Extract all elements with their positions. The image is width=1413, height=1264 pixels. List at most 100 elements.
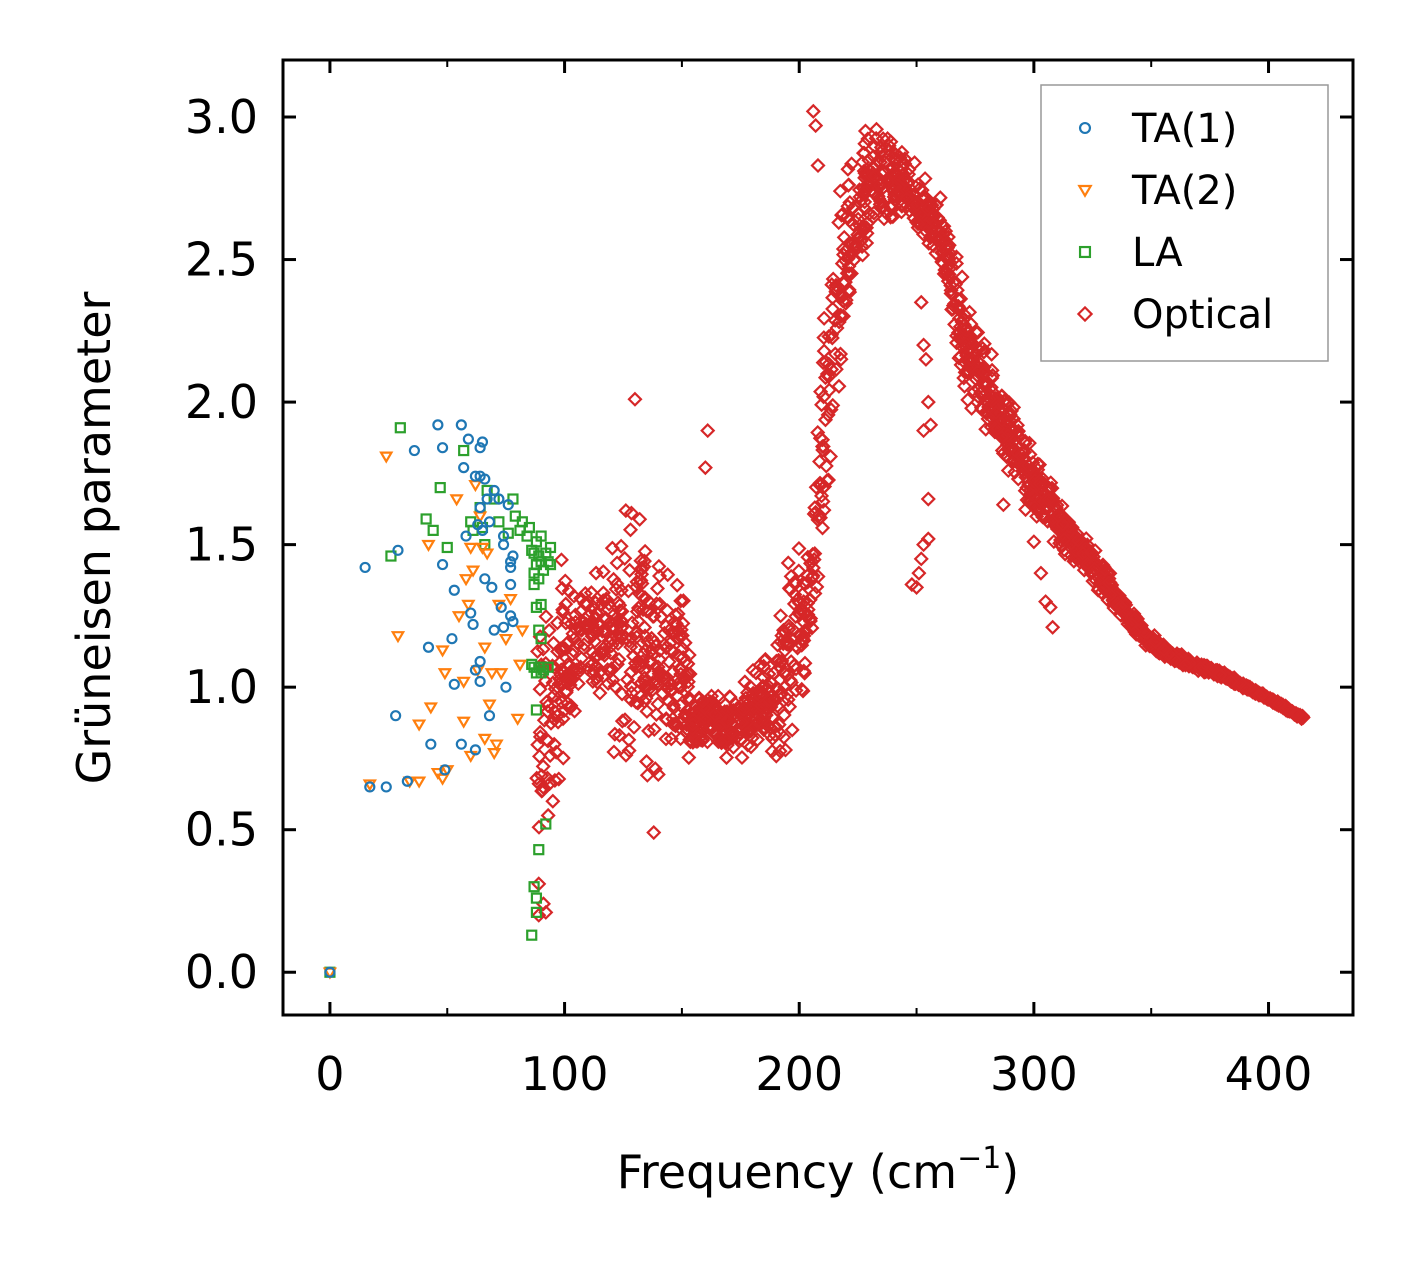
data-point xyxy=(483,710,496,722)
data-point xyxy=(976,364,992,380)
data-point xyxy=(807,585,823,602)
legend-item: LA xyxy=(1078,230,1183,276)
data-point xyxy=(537,673,553,689)
data-point xyxy=(583,585,599,601)
data-point xyxy=(659,603,675,619)
data-point xyxy=(468,480,483,493)
data-point xyxy=(824,330,840,346)
data-point xyxy=(1010,471,1026,487)
data-point xyxy=(617,550,633,566)
data-point xyxy=(784,722,800,738)
data-point xyxy=(1000,462,1016,479)
data-point xyxy=(744,696,760,712)
data-point xyxy=(1147,634,1163,650)
data-point xyxy=(814,397,830,413)
data-point xyxy=(868,121,885,137)
data-point xyxy=(421,539,436,552)
data-point xyxy=(436,442,449,454)
data-point xyxy=(659,712,675,728)
data-point xyxy=(954,269,970,285)
data-point xyxy=(820,407,836,423)
data-point xyxy=(390,710,402,722)
data-point xyxy=(920,394,936,410)
data-point xyxy=(394,422,406,434)
data-point xyxy=(528,881,540,893)
data-point xyxy=(638,753,655,770)
data-point xyxy=(746,720,762,736)
data-point xyxy=(911,565,927,581)
data-point xyxy=(498,633,514,647)
data-point xyxy=(620,583,637,599)
data-point xyxy=(629,604,645,620)
data-point xyxy=(916,537,932,553)
data-point xyxy=(446,633,458,645)
data-point xyxy=(949,335,965,351)
data-point xyxy=(600,675,616,691)
legend-marker xyxy=(1078,245,1092,259)
data-point xyxy=(677,654,693,670)
data-point xyxy=(480,548,495,561)
data-point xyxy=(816,389,832,405)
data-point xyxy=(857,194,873,210)
data-point xyxy=(1192,660,1209,676)
data-point xyxy=(856,145,872,161)
data-point xyxy=(505,561,517,574)
data-point xyxy=(474,675,486,688)
data-point xyxy=(734,749,750,766)
data-point xyxy=(797,576,813,592)
data-point xyxy=(654,685,671,701)
data-point xyxy=(467,618,479,631)
data-point xyxy=(816,343,832,359)
data-point xyxy=(825,397,841,413)
data-point xyxy=(546,712,563,728)
data-point xyxy=(540,818,552,830)
data-point xyxy=(645,682,661,698)
data-point xyxy=(1271,696,1288,712)
data-point xyxy=(638,603,654,619)
data-point xyxy=(477,733,492,746)
data-point xyxy=(545,635,562,651)
data-point xyxy=(577,611,593,627)
data-point xyxy=(535,530,547,542)
data-point xyxy=(455,738,467,750)
data-point xyxy=(561,583,577,599)
data-point xyxy=(603,620,619,636)
data-point xyxy=(1156,641,1172,657)
data-point xyxy=(531,907,547,923)
data-point xyxy=(857,123,874,139)
data-point xyxy=(455,419,467,431)
data-point xyxy=(983,379,999,395)
legend-label: LA xyxy=(1132,230,1183,276)
data-point xyxy=(675,593,691,609)
data-point xyxy=(463,542,478,555)
data-point xyxy=(482,699,497,712)
data-point xyxy=(411,719,427,732)
data-point xyxy=(974,383,990,399)
data-point xyxy=(712,730,728,746)
data-point xyxy=(637,619,653,636)
data-point xyxy=(385,550,397,562)
data-point xyxy=(658,618,674,634)
data-point xyxy=(939,260,955,276)
data-point xyxy=(505,556,517,568)
data-point xyxy=(436,558,449,571)
data-point xyxy=(585,599,601,615)
series-optical xyxy=(529,103,1311,923)
data-point xyxy=(609,609,625,625)
data-point xyxy=(936,226,952,243)
data-point xyxy=(558,683,574,699)
data-point xyxy=(817,370,834,386)
data-point xyxy=(839,208,855,225)
data-point xyxy=(778,636,794,652)
data-point xyxy=(963,351,979,367)
data-point xyxy=(641,594,658,610)
data-point xyxy=(845,216,861,233)
data-point xyxy=(532,681,548,697)
data-point xyxy=(975,340,991,357)
data-point xyxy=(530,704,543,716)
data-point xyxy=(838,292,854,308)
data-point xyxy=(782,581,798,598)
data-point xyxy=(819,366,835,382)
data-point xyxy=(613,612,629,628)
